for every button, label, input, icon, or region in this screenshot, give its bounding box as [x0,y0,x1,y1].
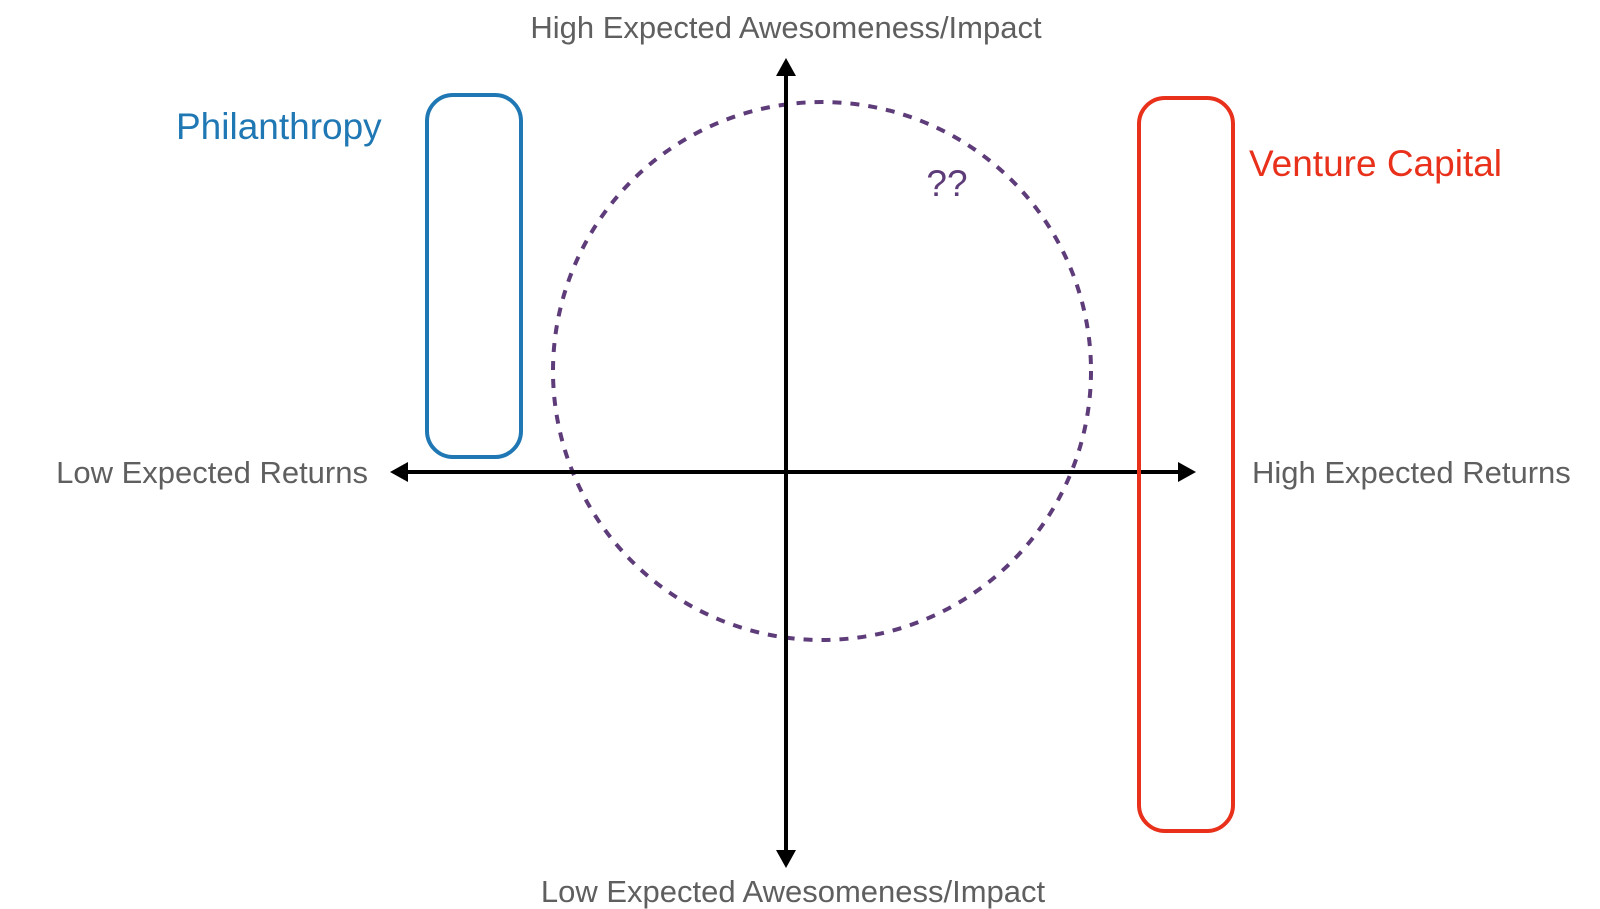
top-axis-label: High Expected Awesomeness/Impact [530,10,1042,45]
bottom-axis-label: Low Expected Awesomeness/Impact [541,874,1046,909]
venture-capital-box [1137,96,1235,833]
left-axis-label: Low Expected Returns [56,455,368,490]
vertical-axis-bottom-arrowhead [776,850,796,868]
right-axis-label: High Expected Returns [1252,455,1571,490]
vertical-axis-top-arrowhead [776,58,796,76]
unknown-region-label: ?? [926,163,967,204]
horizontal-axis-right-arrowhead [1178,462,1196,482]
philanthropy-label: Philanthropy [176,106,382,147]
horizontal-axis-left-arrowhead [390,462,408,482]
venture-capital-label: Venture Capital [1249,143,1502,184]
horizontal-axis [390,462,1196,482]
unknown-region-circle [551,100,1093,642]
vertical-axis [776,58,796,868]
philanthropy-box [425,93,523,459]
